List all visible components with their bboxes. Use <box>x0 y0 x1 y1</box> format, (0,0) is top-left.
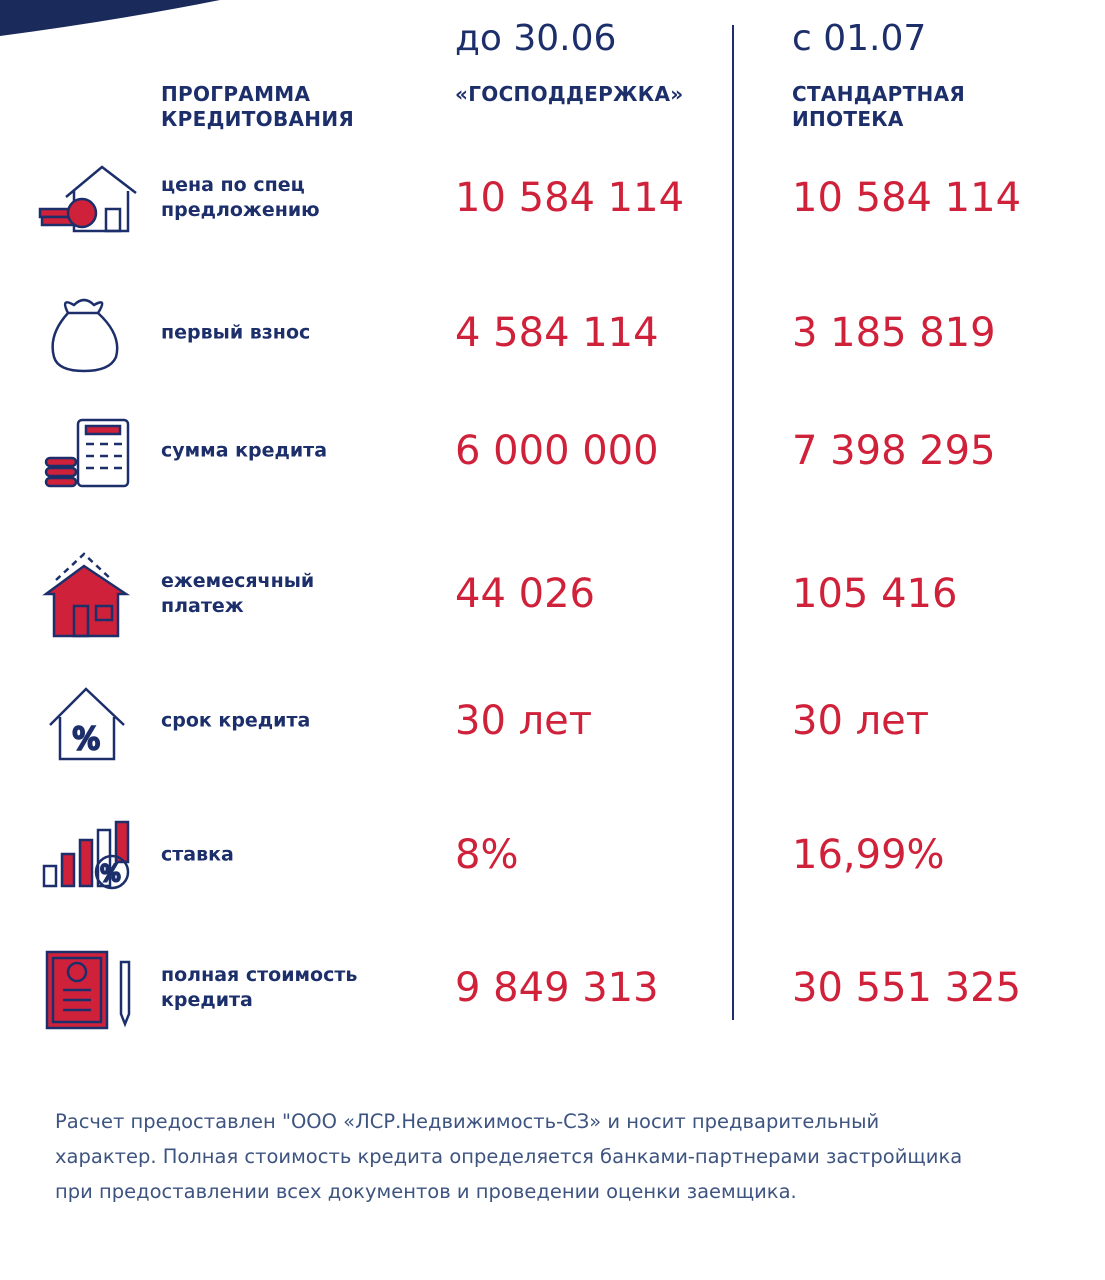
program-name: СТАНДАРТНАЯ ИПОТЕКА <box>792 82 966 131</box>
footnote: Расчет предоставлен "ООО «ЛСР.Недвижимос… <box>55 1110 963 1203</box>
svg-text:%: % <box>72 722 101 757</box>
row-label: первый взнос <box>161 321 311 344</box>
program-name: «ГОСПОДДЕРЖКА» <box>455 82 684 106</box>
row-label: ставка <box>161 843 234 866</box>
value: 3 185 819 <box>792 310 996 356</box>
value: 10 584 114 <box>792 175 1022 221</box>
column-divider <box>732 25 734 1020</box>
period-label: до 30.06 <box>455 18 617 59</box>
row-label: срок кредита <box>161 709 311 732</box>
value: 8% <box>455 832 519 878</box>
value: 30 551 325 <box>792 965 1022 1011</box>
icon-rate-chart: % <box>42 820 130 890</box>
header-label: ПРОГРАММА КРЕДИТОВАНИЯ <box>161 82 355 131</box>
value: 7 398 295 <box>792 428 996 474</box>
row-label: сумма кредита <box>161 439 328 462</box>
value: 9 849 313 <box>455 965 659 1011</box>
value: 105 416 <box>792 571 958 617</box>
row-label: полная стоимость кредита <box>161 964 358 1011</box>
row-label: ежемесячный платеж <box>161 570 315 617</box>
period-label: с 01.07 <box>792 18 927 59</box>
icon-house <box>42 552 131 638</box>
icon-house-money <box>38 165 137 233</box>
value: 16,99% <box>792 832 945 878</box>
row-label: цена по спец предложению <box>161 174 320 221</box>
icon-calculator <box>44 418 130 488</box>
icon-money-bag <box>51 298 119 373</box>
value: 10 584 114 <box>455 175 685 221</box>
icon-document <box>45 950 131 1030</box>
value: 44 026 <box>455 571 595 617</box>
icon-house-percent: % <box>49 687 125 761</box>
value: 4 584 114 <box>455 310 659 356</box>
corner-decoration <box>0 0 220 36</box>
value: 30 лет <box>455 698 593 744</box>
value: 6 000 000 <box>455 428 659 474</box>
value: 30 лет <box>792 698 930 744</box>
svg-text:%: % <box>100 862 121 887</box>
